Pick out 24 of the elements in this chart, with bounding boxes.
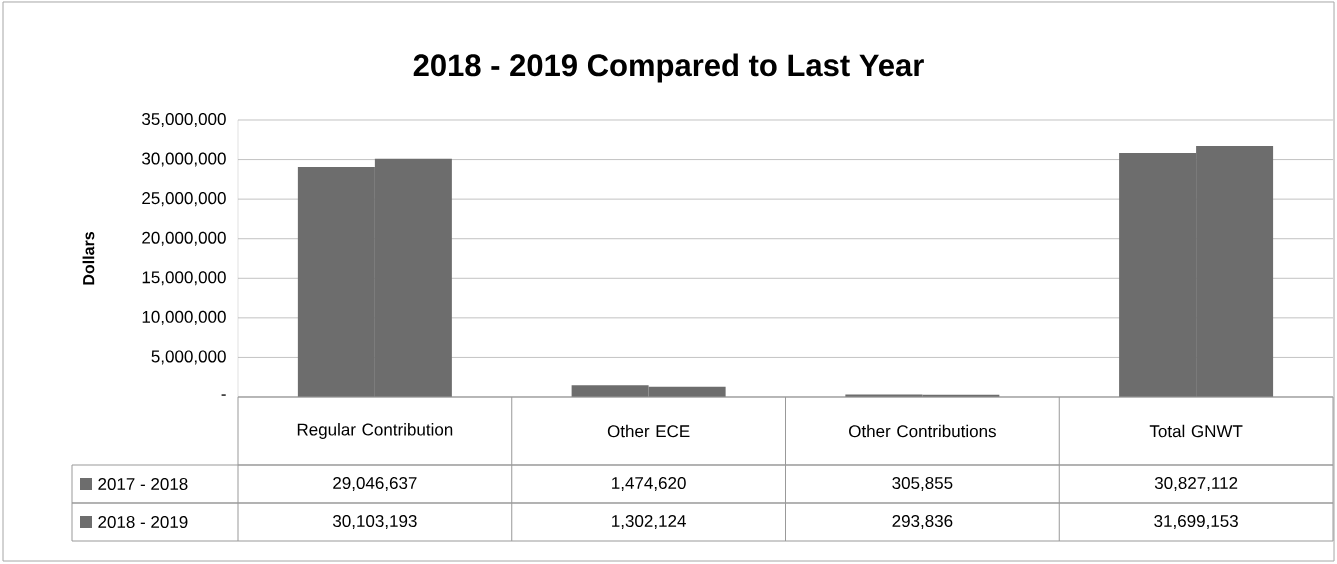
data-label: 293,836 [892, 514, 953, 530]
y-axis-title: Dollars [82, 232, 95, 285]
x-tick-label: Total GNWT [1149, 424, 1243, 438]
y-tick-label: 30,000,000 [142, 152, 226, 167]
data-label: 31,699,153 [1154, 514, 1238, 530]
data-label: 29,046,637 [333, 476, 417, 492]
y-tick-label: - [221, 394, 226, 396]
chart-title: 2018 - 2019 Compared to Last Year [413, 53, 924, 83]
data-label: 1,474,620 [612, 476, 686, 492]
y-tick-label: 20,000,000 [142, 231, 226, 246]
legend-label: 2018 - 2019 [98, 515, 188, 529]
data-label: 1,302,124 [612, 514, 686, 530]
data-label: 305,855 [892, 476, 953, 492]
x-tick-label: Other ECE [607, 424, 690, 438]
x-tick-label: Other Contributions [849, 424, 996, 438]
data-label: 30,103,193 [332, 514, 417, 530]
x-tick-label: Regular Contribution [297, 423, 453, 439]
data-label: 30,827,112 [1154, 476, 1238, 492]
y-tick-label: 5,000,000 [151, 350, 226, 365]
y-tick-label: 15,000,000 [142, 271, 226, 286]
legend-label: 2017 - 2018 [98, 477, 188, 491]
y-tick-label: 35,000,000 [142, 112, 226, 128]
y-tick-label: 10,000,000 [142, 310, 226, 325]
y-tick-label: 25,000,000 [142, 192, 226, 207]
